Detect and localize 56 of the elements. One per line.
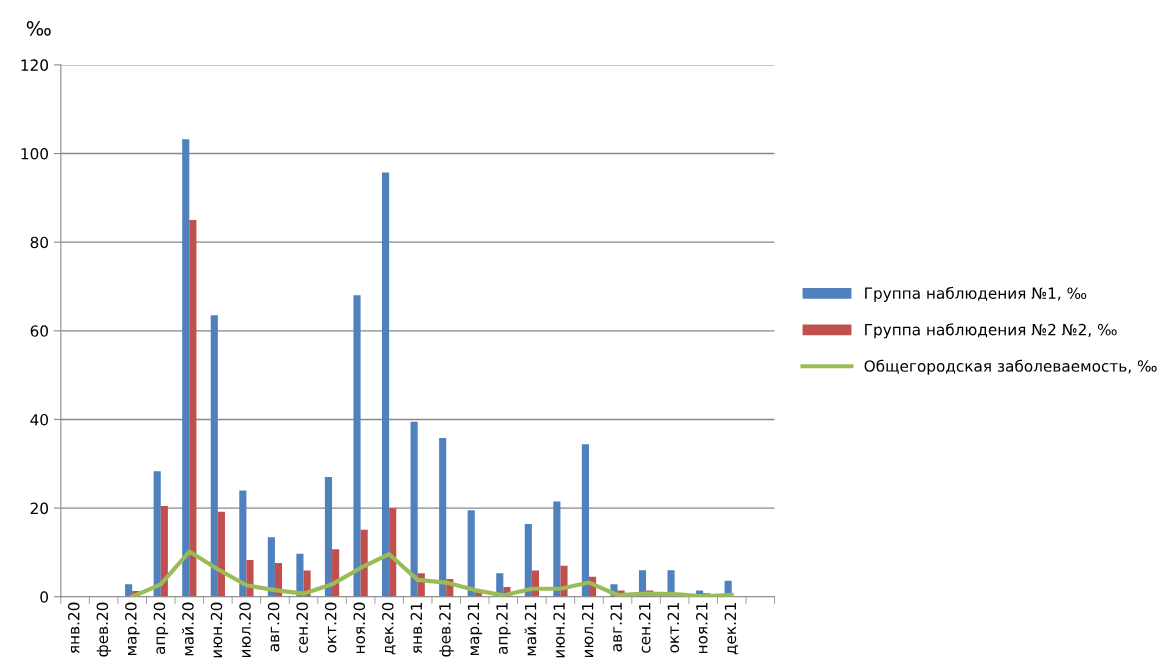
- x-tick-label: мар.20: [125, 602, 140, 656]
- x-tick-label: июл.20: [239, 602, 251, 658]
- y-tick-label: 80: [30, 236, 49, 249]
- bar: [410, 421, 418, 597]
- x-tick-label: май.20: [181, 602, 194, 656]
- x-tick-label: мар.21: [467, 603, 483, 656]
- line-series: [130, 549, 734, 597]
- x-tick-label: ноя.20: [353, 602, 366, 654]
- bar: [239, 490, 247, 597]
- bar: [210, 315, 218, 597]
- bar: [160, 505, 168, 597]
- x-tick-label: авг.20: [267, 602, 280, 652]
- bar: [524, 524, 532, 597]
- bar: [125, 584, 133, 597]
- bar: [553, 501, 561, 597]
- y-axis-title: ‰: [26, 21, 51, 36]
- y-tick-label: 120: [21, 59, 49, 71]
- legend-label: Общегородская заболеваемость, ‰: [864, 359, 1157, 375]
- x-tick-label: сен.20: [296, 602, 308, 653]
- x-tick-label: дек.21: [724, 603, 739, 655]
- x-tick-label: окт.21: [667, 603, 680, 653]
- bar: [360, 529, 368, 597]
- bar: [267, 537, 275, 597]
- x-tick-label: янв.20: [67, 602, 80, 654]
- x-tick-label: янв.21: [410, 603, 422, 654]
- bar: [324, 477, 333, 597]
- x-tick-label: ноя.21: [696, 603, 708, 654]
- y-tick-label: 40: [30, 413, 49, 426]
- x-tick-label: июн.21: [553, 603, 565, 658]
- x-tick-label: апр.20: [153, 602, 169, 655]
- x-tick-label: дек.20: [382, 602, 396, 655]
- y-tick-label: 60: [30, 325, 49, 337]
- x-tick-label: апр.21: [496, 603, 511, 655]
- y-tick-label: 100: [21, 148, 49, 160]
- x-tick-label: фев.21: [439, 603, 454, 657]
- x-tick-label: авг.21: [610, 603, 622, 652]
- bar: [217, 511, 225, 597]
- x-tick-label: сен.21: [638, 603, 651, 653]
- y-tick-label: 0: [40, 591, 49, 603]
- bar: [389, 508, 397, 597]
- x-tick-label: июн.20: [210, 602, 223, 658]
- x-tick-label: фев.20: [96, 602, 112, 657]
- legend-label: Группа наблюдения №2 №2, ‰: [865, 323, 1117, 339]
- bar: [153, 471, 161, 597]
- bar: [382, 172, 390, 597]
- x-tick-label: окт.20: [324, 602, 337, 653]
- bar: [353, 295, 361, 597]
- bar: [439, 438, 447, 597]
- y-tick-label: 20: [30, 502, 49, 515]
- x-tick-label: май.21: [524, 603, 537, 656]
- x-tick-label: июл.21: [581, 603, 594, 658]
- bar: [189, 220, 197, 597]
- legend-label: Группа наблюдения №1, ‰: [865, 286, 1087, 302]
- bar: [182, 139, 190, 597]
- bar: [467, 510, 475, 597]
- bar: [581, 444, 589, 597]
